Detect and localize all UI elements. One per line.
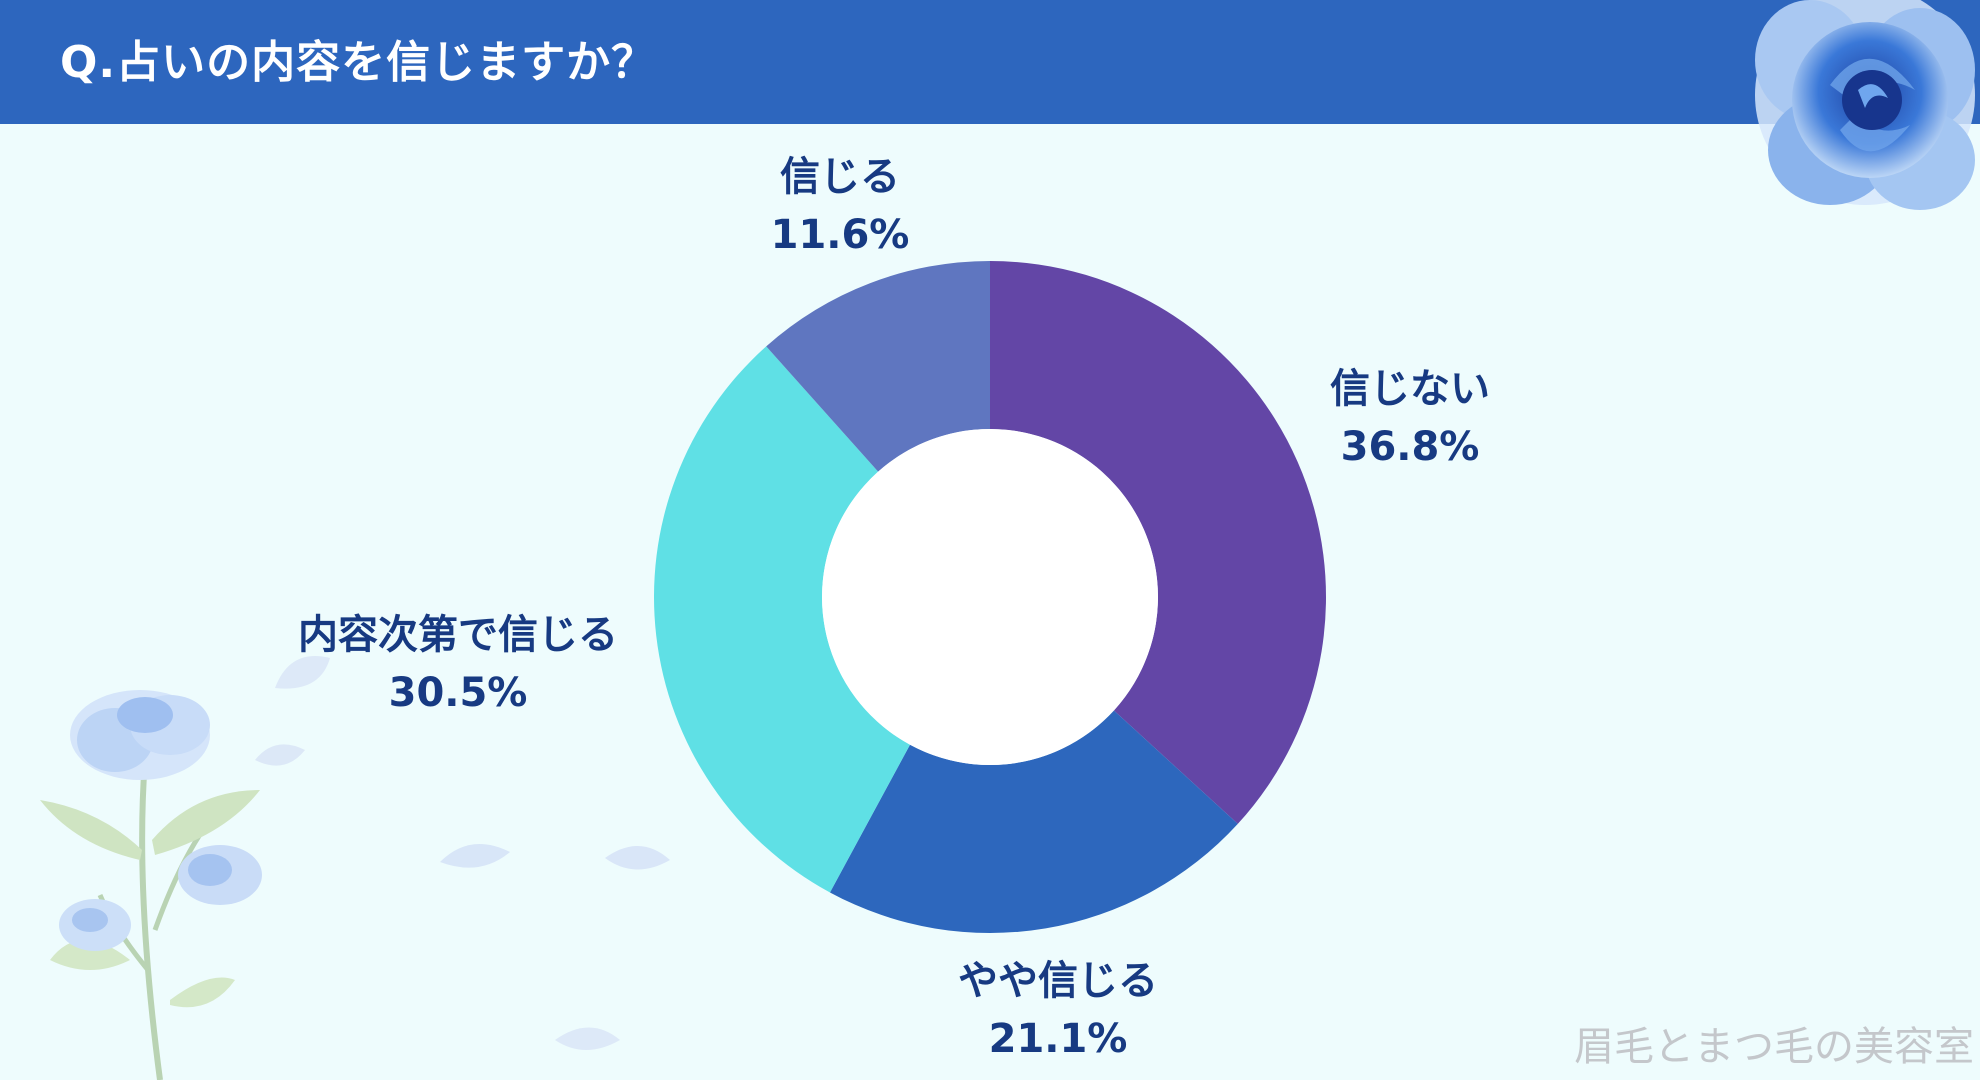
slice-label-shinjiru: 信じる 11.6% — [740, 148, 940, 264]
slice-value-label: 30.5% — [388, 670, 528, 716]
petal-decoration — [275, 656, 330, 689]
donut-slice-3 — [653, 346, 910, 893]
donut-slice-1 — [990, 261, 1326, 824]
donut-hole — [822, 429, 1158, 765]
slice-category-label: 信じる — [780, 154, 900, 200]
slice-label-naiyou-shidai: 内容次第で信じる 30.5% — [258, 606, 658, 722]
slice-value-label: 36.8% — [1340, 424, 1480, 470]
slice-category-label: 信じない — [1330, 366, 1490, 412]
slice-label-shinjinai: 信じない 36.8% — [1290, 360, 1530, 476]
slice-label-yaya-shinjiru: やや信じる 21.1% — [918, 952, 1198, 1068]
slice-category-label: 内容次第で信じる — [298, 612, 618, 658]
blue-rose-corner-decoration — [1755, 0, 1975, 210]
donut-slice-4 — [766, 261, 990, 472]
slice-category-label: やや信じる — [958, 958, 1158, 1004]
slice-value-label: 11.6% — [770, 212, 910, 258]
donut-slice-2 — [829, 710, 1238, 933]
petal-decoration — [255, 744, 305, 766]
header-bar: Q.占いの内容を信じますか？ — [0, 0, 1980, 124]
blue-rose-stem-decoration — [40, 690, 262, 1080]
watermark: 眉毛とまつ毛の美容室 — [1574, 1024, 1974, 1070]
slice-value-label: 21.1% — [988, 1016, 1128, 1062]
petal-decoration — [440, 844, 510, 868]
petal-decoration — [605, 845, 670, 870]
petal-decoration — [555, 1027, 620, 1050]
page-title: Q.占いの内容を信じますか？ — [60, 37, 657, 88]
